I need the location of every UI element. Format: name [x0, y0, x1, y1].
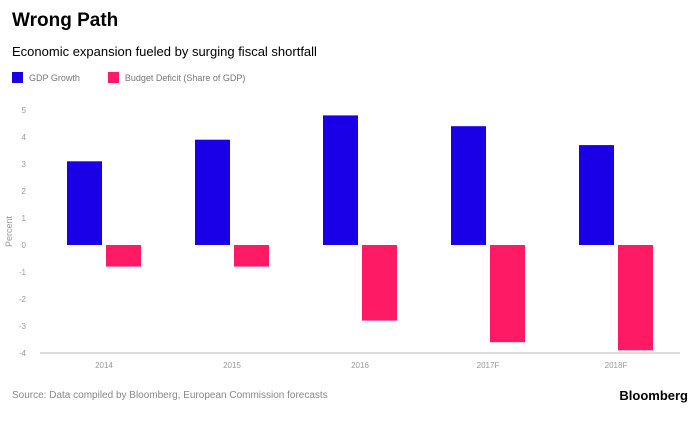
legend-label-gdp: GDP Growth [29, 72, 80, 83]
legend-item-gdp: GDP Growth [12, 72, 80, 83]
bar-budget-deficit [106, 245, 141, 267]
y-tick-label: -3 [19, 322, 27, 331]
bar-gdp-growth [451, 126, 486, 245]
bar-gdp-growth [579, 145, 614, 245]
y-axis-label: Percent [4, 215, 14, 247]
bloomberg-logo: Bloomberg [619, 388, 688, 403]
x-tick-label: 2015 [223, 361, 241, 370]
bar-budget-deficit [618, 245, 653, 351]
y-tick-label: -4 [19, 349, 27, 358]
legend-item-deficit: Budget Deficit (Share of GDP) [107, 72, 246, 83]
bar-chart: 5 4 3 2 1 0 -1 -2 -3 -4 Percent 2014 2015 2016 2017F 20… [4, 106, 680, 370]
y-tick-label: 3 [22, 160, 27, 169]
legend-swatch-gdp [12, 72, 23, 83]
x-tick-label: 2018F [605, 361, 628, 370]
y-tick-label: 5 [22, 106, 27, 115]
bar-budget-deficit [362, 245, 397, 321]
y-tick-label: 4 [22, 133, 27, 142]
y-tick-label: -1 [19, 268, 27, 277]
chart-title: Wrong Path [12, 10, 119, 31]
legend-swatch-deficit [107, 72, 119, 83]
bar-gdp-growth [67, 161, 102, 245]
x-tick-label: 2014 [95, 361, 113, 370]
y-tick-label: -2 [19, 295, 27, 304]
y-tick-label: 1 [22, 214, 27, 223]
bar-gdp-growth [323, 115, 358, 246]
x-tick-label: 2016 [351, 361, 369, 370]
bar-budget-deficit [490, 245, 525, 343]
legend-label-deficit: Budget Deficit (Share of GDP) [124, 72, 246, 83]
bar-budget-deficit [234, 245, 269, 267]
chart-subtitle: Economic expansion fueled by surging fis… [12, 44, 317, 59]
y-tick-label: 2 [22, 187, 27, 196]
y-tick-label: 0 [22, 241, 27, 250]
x-tick-label: 2017F [477, 361, 500, 370]
bar-gdp-growth [195, 139, 230, 245]
source-note: Source: Data compiled by Bloomberg, Euro… [12, 390, 328, 401]
legend: GDP Growth Budget Deficit (Share of GDP) [12, 72, 245, 83]
